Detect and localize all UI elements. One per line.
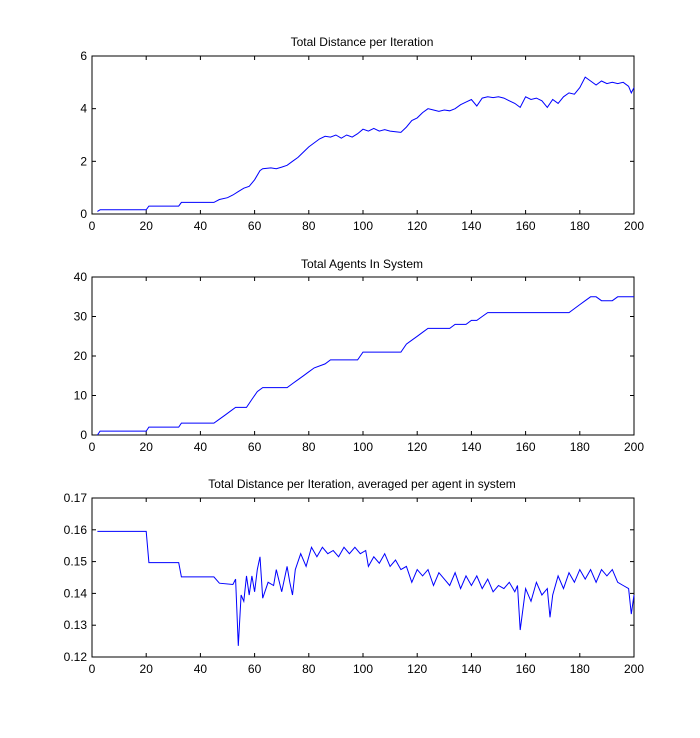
- axis-ticks: 0 20 40 60 80 100 120 140 160 180 200 0 2 4 6: [80, 49, 644, 233]
- x-tick-label: 100: [353, 440, 373, 454]
- x-tick-label: 140: [461, 219, 481, 233]
- x-tick-label: 80: [302, 219, 316, 233]
- x-tick-label: 180: [570, 440, 590, 454]
- x-tick-label: 200: [624, 440, 644, 454]
- x-tick-label: 80: [302, 662, 316, 676]
- x-tick-label: 60: [248, 219, 262, 233]
- chart-panel-averaged: Total Distance per Iteration, averaged p…: [64, 477, 645, 676]
- y-tick-label: 0.17: [64, 491, 88, 505]
- x-tick-label: 120: [407, 440, 427, 454]
- x-tick-label: 0: [89, 219, 96, 233]
- y-tick-label: 30: [74, 310, 88, 324]
- x-tick-label: 100: [353, 662, 373, 676]
- x-tick-label: 80: [302, 440, 316, 454]
- x-tick-label: 60: [248, 662, 262, 676]
- chart-title: Total Distance per Iteration: [291, 35, 434, 49]
- y-tick-label: 40: [74, 270, 88, 284]
- series-line: [96, 296, 634, 436]
- chart-panel-agents: Total Agents In System 0 20 40 60 80 100 120 14…: [74, 257, 645, 454]
- x-tick-label: 160: [516, 219, 536, 233]
- x-tick-label: 40: [194, 219, 208, 233]
- y-tick-label: 20: [74, 349, 88, 363]
- chart-title: Total Agents In System: [301, 257, 423, 271]
- x-tick-label: 20: [140, 440, 154, 454]
- plot-area: [91, 276, 635, 436]
- y-tick-label: 6: [80, 49, 87, 63]
- x-tick-label: 60: [248, 440, 262, 454]
- x-tick-label: 160: [516, 440, 536, 454]
- axis-ticks: 0 20 40 60 80 100 120 140 160 180 200 0.12 0.13 0.14 0…: [64, 491, 645, 676]
- x-tick-label: 200: [624, 219, 644, 233]
- x-tick-label: 0: [89, 440, 96, 454]
- y-tick-label: 0.12: [64, 650, 88, 664]
- axis-ticks: 0 20 40 60 80 100 120 140 160 180 200 0 10 20 30 40: [74, 270, 645, 454]
- y-tick-label: 0.14: [64, 586, 88, 600]
- x-tick-label: 160: [516, 662, 536, 676]
- y-tick-label: 10: [74, 389, 88, 403]
- y-tick-label: 0.16: [64, 523, 88, 537]
- x-tick-label: 180: [570, 662, 590, 676]
- x-tick-label: 120: [407, 219, 427, 233]
- x-tick-label: 140: [461, 440, 481, 454]
- y-tick-label: 0.15: [64, 555, 88, 569]
- y-tick-label: 0: [80, 428, 87, 442]
- chart-panel-distance: Total Distance per Iteration 0 20 40 60 80 10…: [80, 35, 644, 233]
- series-line: [97, 530, 635, 646]
- plot-area: [91, 55, 635, 215]
- x-tick-label: 180: [570, 219, 590, 233]
- plot-area: [91, 497, 635, 658]
- chart-title: Total Distance per Iteration, averaged p…: [208, 477, 516, 491]
- y-tick-label: 4: [80, 102, 87, 116]
- y-tick-label: 0: [80, 207, 87, 221]
- x-tick-label: 0: [89, 662, 96, 676]
- x-tick-label: 100: [353, 219, 373, 233]
- x-tick-label: 120: [407, 662, 427, 676]
- x-tick-label: 40: [194, 662, 208, 676]
- x-tick-label: 20: [140, 662, 154, 676]
- x-tick-label: 20: [140, 219, 154, 233]
- x-tick-label: 200: [624, 662, 644, 676]
- x-tick-label: 40: [194, 440, 208, 454]
- series-line: [97, 76, 635, 212]
- y-tick-label: 2: [80, 154, 87, 168]
- x-tick-label: 140: [461, 662, 481, 676]
- y-tick-label: 0.13: [64, 618, 88, 632]
